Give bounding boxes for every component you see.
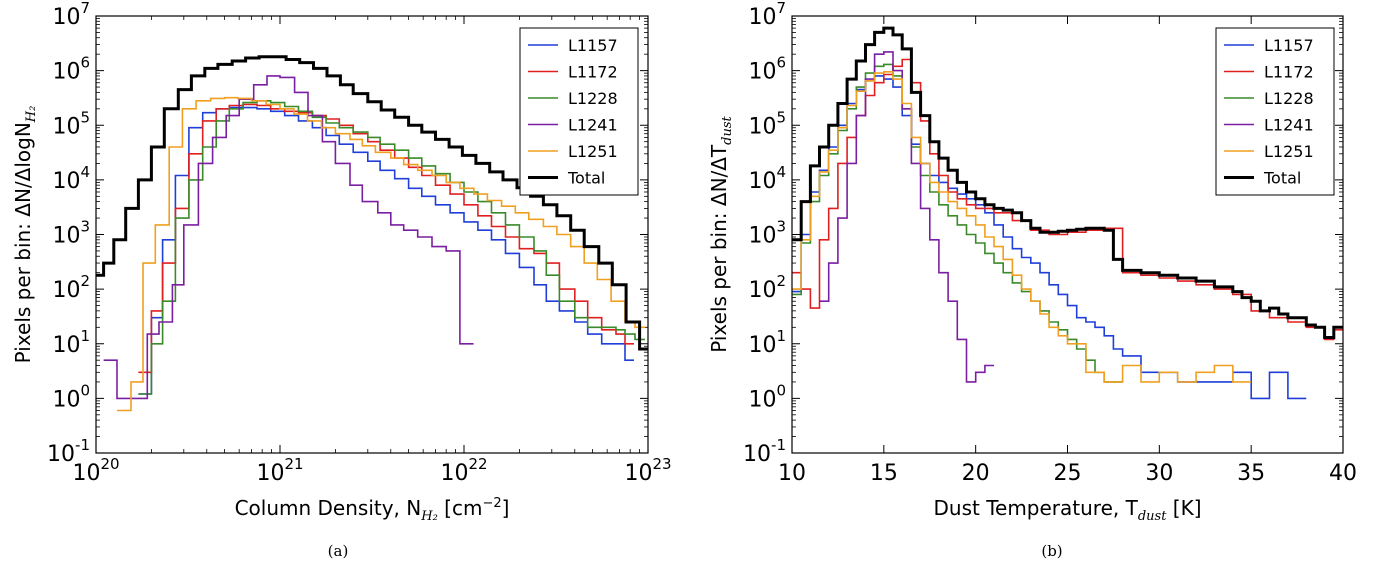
legend-label-l1172: L1172: [1264, 63, 1314, 82]
x-tick-label: 1021: [256, 455, 303, 486]
axes-frame: [791, 15, 1344, 454]
legend-label-l1251: L1251: [1264, 142, 1314, 161]
x-axis-label: Column Density, NH₂ [cm−2]: [235, 496, 510, 524]
y-tick-label: 107: [52, 0, 90, 30]
x-tick-label: 40: [1329, 461, 1357, 486]
series-l1228-line: [138, 100, 645, 395]
legend: L1157 L1172 L1228 L1241 L1251 Total: [519, 27, 639, 196]
y-tick-label: 100: [748, 381, 786, 412]
x-axis-label: Dust Temperature, Tdust [K]: [934, 496, 1202, 524]
panel-b-caption: (b): [1041, 542, 1062, 560]
legend-label-l1172: L1172: [568, 63, 618, 82]
y-tick-label: 103: [748, 218, 786, 249]
y-tick-label: 102: [52, 272, 90, 303]
legend-label-total: Total: [567, 169, 605, 188]
y-axis-label: Pixels per bin: ΔN/ΔTdust: [707, 115, 735, 352]
series-total-line: [96, 55, 648, 351]
x-tick-label: 30: [1145, 461, 1173, 486]
plot-area: [96, 55, 648, 412]
legend-label-l1228: L1228: [1264, 89, 1314, 108]
legend-box: [1215, 27, 1335, 196]
x-tick-label: 25: [1054, 461, 1082, 486]
legend-label-l1251: L1251: [568, 142, 618, 161]
series-total-line: [792, 26, 1343, 339]
series-l1172-line: [138, 103, 634, 374]
legend-label-l1157: L1157: [568, 36, 618, 55]
x-tick-label: 1020: [72, 455, 119, 486]
x-tick-label: 15: [870, 461, 898, 486]
x-tick-label: 1022: [440, 455, 487, 486]
y-tick-label: 100: [52, 381, 90, 412]
y-tick-label: 104: [748, 163, 786, 194]
series-l1157-line: [792, 75, 1307, 400]
legend: L1157 L1172 L1228 L1241 L1251 Total: [1215, 27, 1335, 196]
legend-label-total: Total: [1263, 169, 1301, 188]
legend-label-l1228: L1228: [568, 89, 618, 108]
series-l1251-line: [117, 96, 645, 412]
y-tick-label: 101: [748, 327, 786, 358]
panel-a-caption: (a): [328, 542, 349, 560]
panel-a-column-density-histogram: 10-1 100 101 102 103 104 105 106 107 1020 1021 1022…: [11, 0, 672, 524]
y-tick-label: 103: [52, 218, 90, 249]
series-l1251-line: [792, 71, 1252, 383]
plot-area: [792, 26, 1343, 400]
series-l1241-line: [103, 75, 474, 400]
y-tick-label: 102: [748, 272, 786, 303]
y-tick-label: 104: [52, 163, 90, 194]
x-tick-label: 1023: [624, 455, 671, 486]
legend-label-l1157: L1157: [1264, 36, 1314, 55]
y-tick-label: 10-1: [743, 436, 786, 467]
y-tick-label: 105: [748, 108, 786, 139]
x-tick-label: 10: [778, 461, 806, 486]
axes-frame: [95, 15, 649, 454]
y-tick-label: 105: [52, 108, 90, 139]
y-tick-label: 10-1: [47, 436, 90, 467]
y-tick-label: 106: [748, 54, 786, 85]
y-tick-label: 101: [52, 327, 90, 358]
legend-label-l1241: L1241: [568, 116, 618, 135]
panel-b-dust-temperature-histogram: 10-1 100 101 102 103 104 105 106 107 10 15 20 25 30 35…: [707, 0, 1357, 524]
y-tick-label: 106: [52, 54, 90, 85]
series-l1241-line: [819, 51, 994, 383]
x-tick-label: 35: [1237, 461, 1265, 486]
y-tick-label: 107: [748, 0, 786, 30]
y-axis-label: Pixels per bin: ΔN/ΔlogNH₂: [11, 106, 39, 364]
legend-label-l1241: L1241: [1264, 116, 1314, 135]
x-tick-label: 20: [962, 461, 990, 486]
legend-box: [519, 27, 639, 196]
